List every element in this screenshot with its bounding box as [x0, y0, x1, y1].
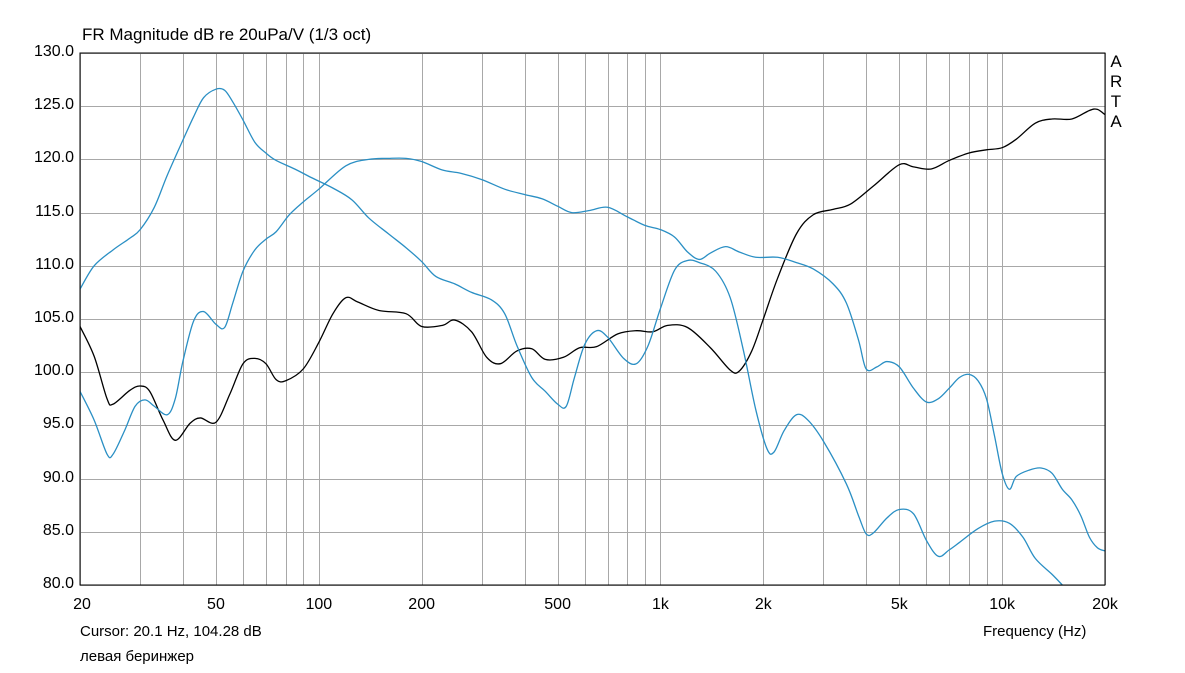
plot-frame [79, 52, 1106, 586]
arta-letter: R [1110, 72, 1123, 91]
x-tick-label: 20k [1092, 596, 1118, 613]
cursor-readout: Cursor: 20.1 Hz, 104.28 dB [80, 623, 262, 640]
y-tick-label: 105.0 [33, 309, 74, 326]
x-tick-label: 10k [989, 596, 1016, 613]
y-tick-label: 80.0 [42, 575, 74, 592]
measurement-name: левая беринжер [80, 648, 195, 665]
x-tick-label: 200 [408, 596, 435, 613]
y-tick-label: 95.0 [42, 415, 74, 433]
x-tick-label: 20 [73, 596, 91, 613]
y-tick-label: 115.0 [35, 202, 74, 220]
y-tick-label: 110.0 [35, 255, 74, 273]
arta-letter: A [1110, 52, 1122, 71]
chart-title: FR Magnitude dB re 20uPa/V (1/3 oct) [82, 25, 372, 44]
chart-grid [80, 53, 1106, 586]
x-tick-label: 100 [305, 596, 333, 613]
y-tick-label: 120.0 [33, 149, 74, 167]
series-line-3 [79, 157, 1106, 552]
x-tick-label: 2k [754, 596, 772, 613]
y-tick-label: 90.0 [42, 468, 74, 486]
chart-series-group [79, 87, 1106, 586]
x-tick-label: 50 [207, 596, 225, 613]
y-tick-label: 130.0 [33, 43, 74, 60]
y-tick-label: 125.0 [33, 96, 74, 114]
arta-letter: A [1110, 112, 1122, 131]
series-line-1 [79, 108, 1106, 441]
y-tick-label: 85.0 [42, 521, 74, 539]
y-tick-label: 100.0 [33, 362, 74, 380]
series-line-2 [79, 87, 1063, 586]
x-axis-label: Frequency (Hz) [983, 623, 1087, 640]
x-tick-label: 1k [652, 596, 669, 613]
x-tick-label: 5k [890, 596, 908, 613]
arta-logo: A R T A [1110, 52, 1122, 132]
arta-letter: T [1110, 92, 1122, 111]
x-tick-label: 500 [544, 596, 571, 613]
